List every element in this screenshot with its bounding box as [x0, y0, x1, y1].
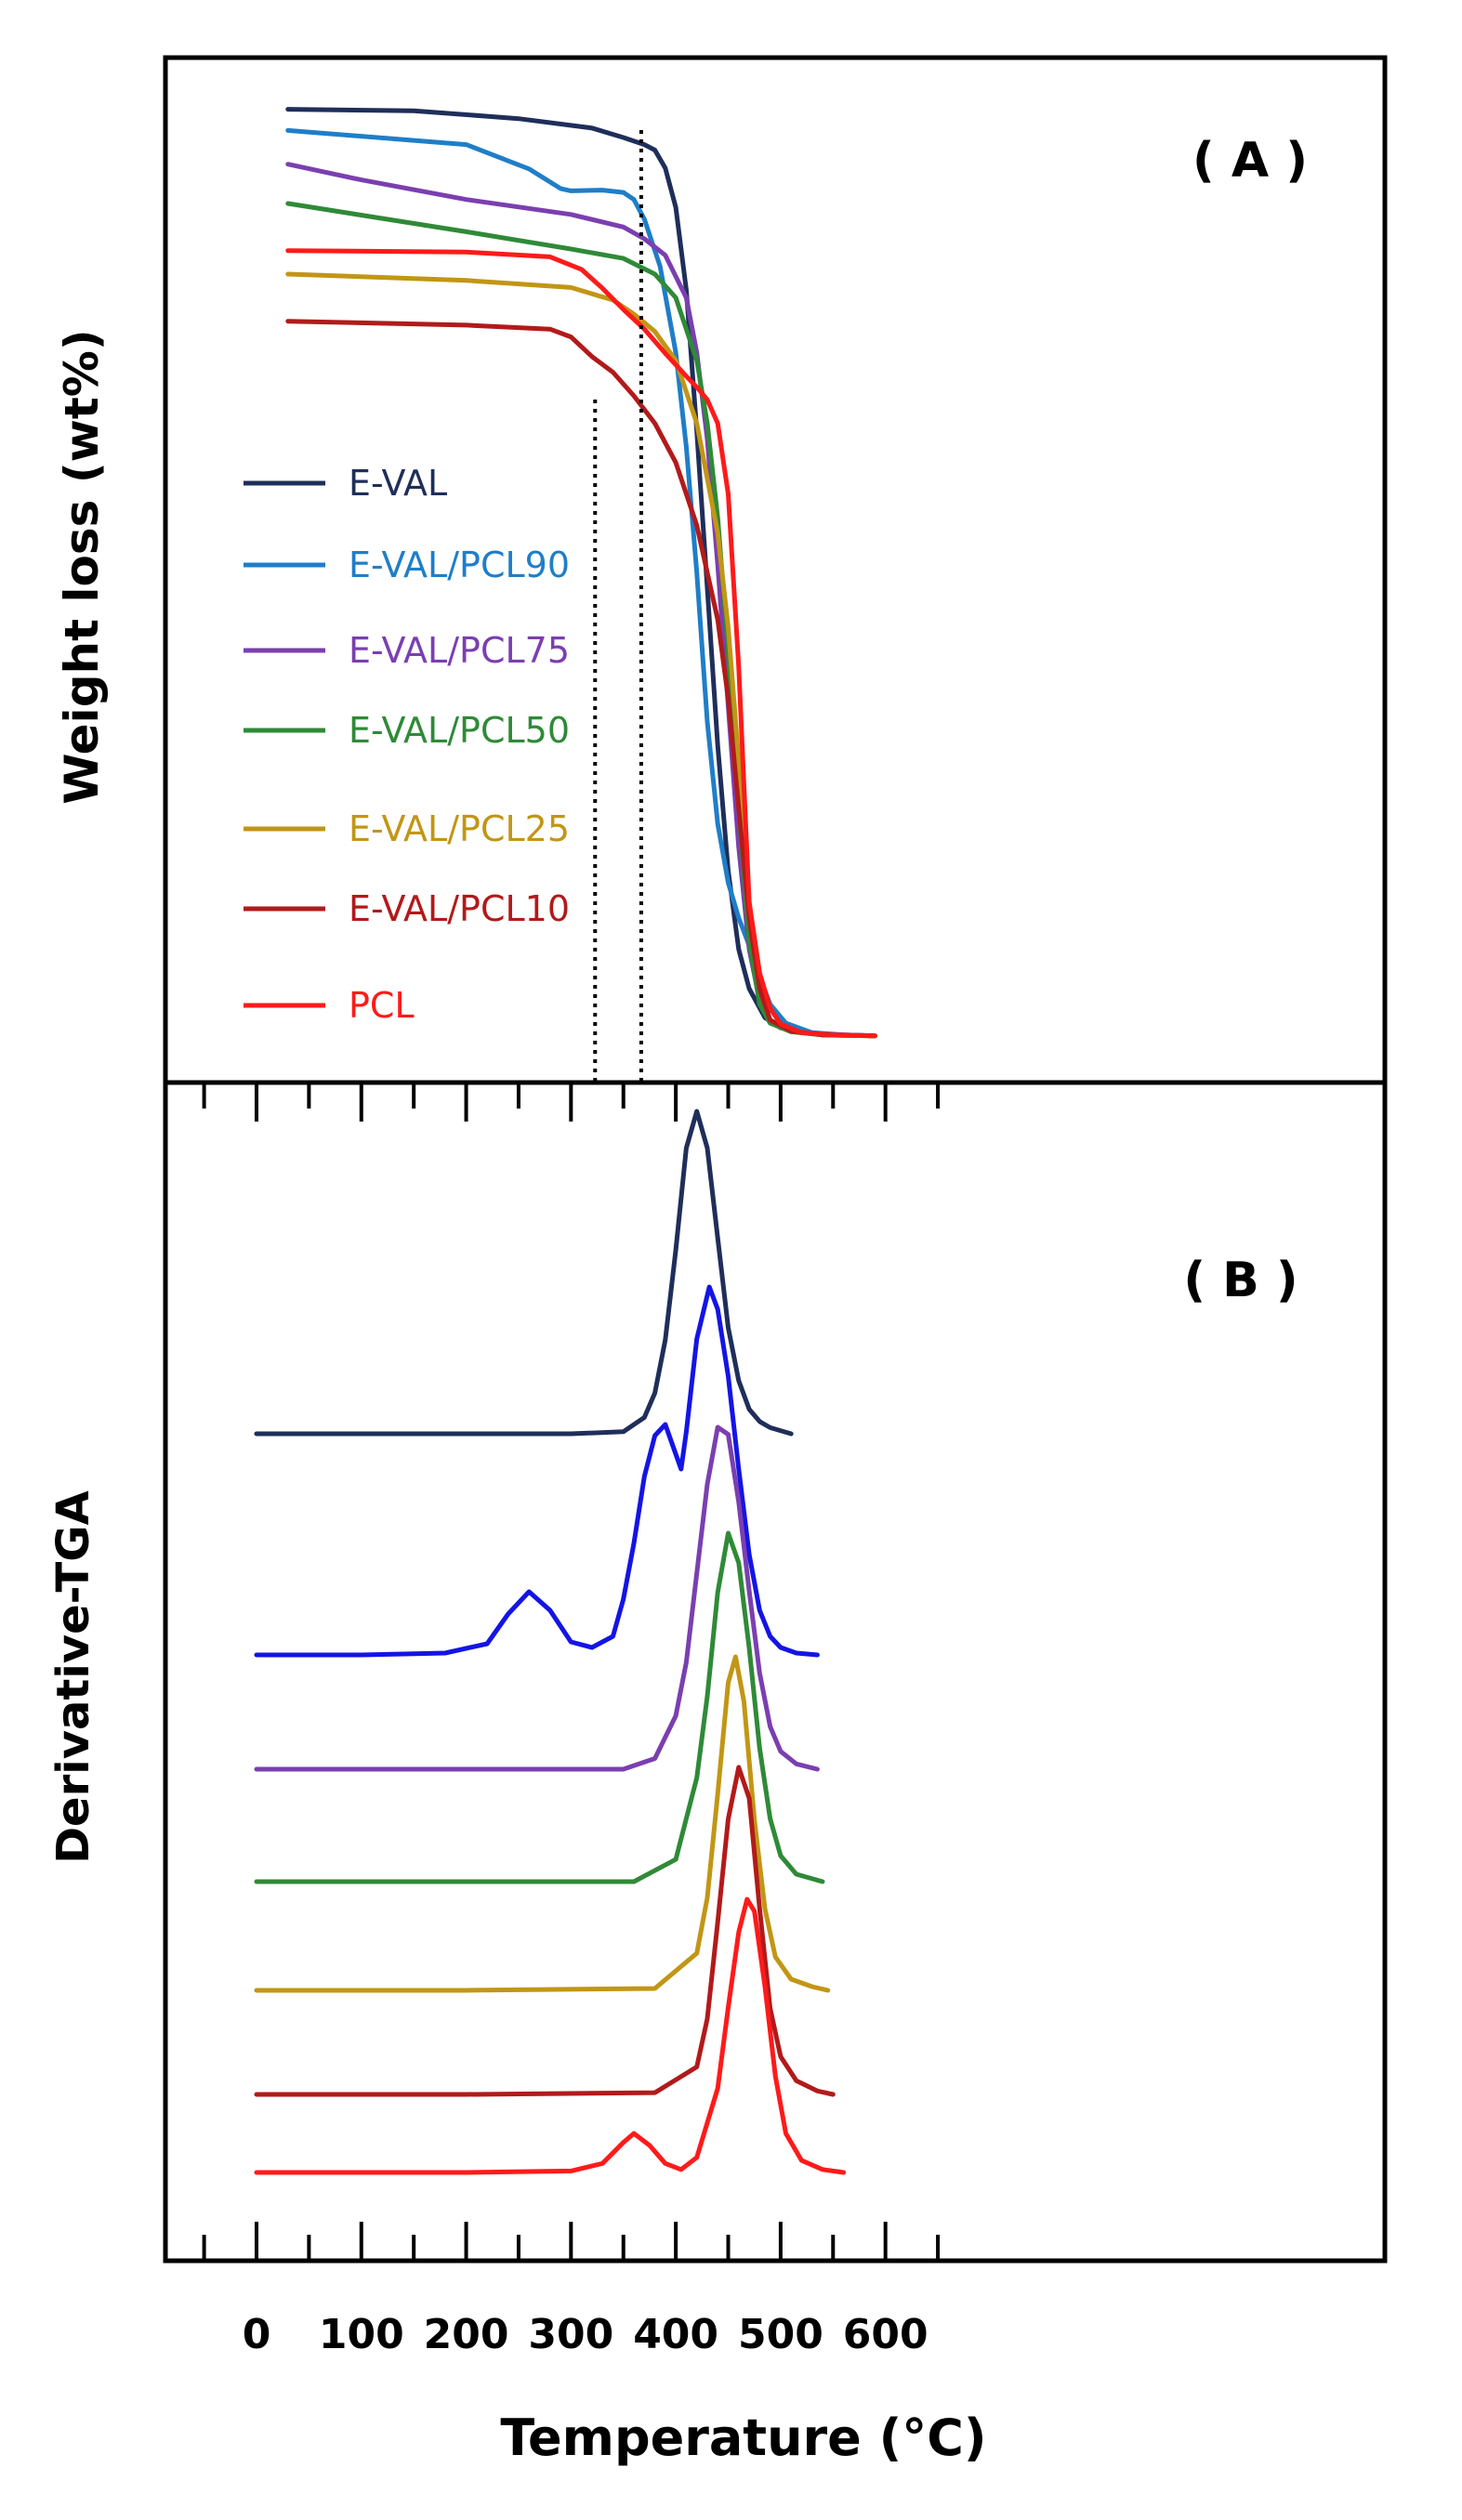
legend: E-VAL E-VAL/PCL90 E-VAL/PCL75 E-VAL/PCL50 E-…: [244, 463, 570, 1026]
dtga-curve: [254, 1424, 820, 1772]
x-tick-label: 600: [843, 2311, 929, 2358]
legend-item: E-VAL: [244, 463, 447, 504]
panel-a-lines: [285, 107, 877, 1039]
legend-label: PCL: [349, 985, 415, 1026]
panel-b-frame: [163, 1080, 1388, 2264]
x-tick-label: 300: [528, 2311, 613, 2358]
panel-a-annotations: [593, 130, 643, 1081]
x-tick-label: 0: [243, 2311, 271, 2358]
dtga-curve: [254, 1765, 836, 2097]
panel-b-lines: [254, 1109, 847, 2175]
panel-b-label: ( B ): [1183, 1253, 1297, 1308]
dtga-curve: [254, 1530, 825, 1884]
dtga-curve: [254, 1897, 847, 2175]
legend-item: E-VAL/PCL25: [244, 808, 570, 849]
x-tick-labels: 0 100 200 300 400 500 600: [243, 2311, 929, 2358]
x-tick-label: 100: [319, 2311, 404, 2358]
x-axis-label: Temperature (°C): [500, 2408, 986, 2467]
legend-item: E-VAL/PCL50: [244, 710, 570, 751]
tga-curve-e-val-pcl10: [285, 319, 877, 1039]
legend-item: E-VAL/PCL75: [244, 630, 570, 671]
dtga-curve: [254, 1109, 794, 1437]
legend-item: PCL: [244, 985, 415, 1026]
legend-label: E-VAL/PCL10: [349, 888, 570, 929]
legend-label: E-VAL/PCL90: [349, 545, 570, 585]
panel-a-label: ( A ): [1192, 133, 1308, 189]
legend-label: E-VAL/PCL75: [349, 630, 570, 671]
legend-label: E-VAL: [349, 463, 447, 504]
panel-b: ( B ) Derivative-TGA: [47, 1080, 1388, 2264]
legend-item: E-VAL/PCL90: [244, 545, 570, 585]
panel-b-tick-marks: [202, 1084, 941, 2259]
legend-item: E-VAL/PCL10: [244, 888, 570, 929]
x-tick-label: 200: [424, 2311, 509, 2358]
panel-b-y-axis-label: Derivative-TGA: [47, 1490, 99, 1864]
panel-a-y-axis-label: Weight loss (wt%): [55, 329, 109, 804]
tga-curve-pcl: [285, 248, 877, 1039]
panel-a: E-VAL E-VAL/PCL90 E-VAL/PCL75 E-VAL/PCL50 E-…: [55, 55, 1388, 1085]
legend-label: E-VAL/PCL50: [349, 710, 570, 751]
x-tick-label: 400: [633, 2311, 718, 2358]
dtga-curve: [254, 1284, 820, 1658]
legend-label: E-VAL/PCL25: [349, 808, 570, 849]
dtga-curve: [254, 1654, 831, 1993]
x-tick-label: 500: [738, 2311, 823, 2358]
